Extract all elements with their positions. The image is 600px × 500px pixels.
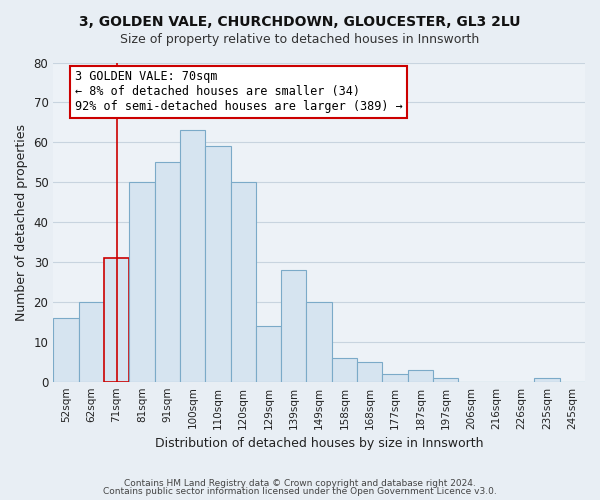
Bar [357, 362, 382, 382]
Bar [53, 318, 79, 382]
Bar [408, 370, 433, 382]
Bar [535, 378, 560, 382]
Bar [205, 146, 230, 382]
Bar [382, 374, 408, 382]
Text: Contains HM Land Registry data © Crown copyright and database right 2024.: Contains HM Land Registry data © Crown c… [124, 478, 476, 488]
Bar [79, 302, 104, 382]
Bar [332, 358, 357, 382]
Bar [307, 302, 332, 382]
Bar [281, 270, 307, 382]
X-axis label: Distribution of detached houses by size in Innsworth: Distribution of detached houses by size … [155, 437, 484, 450]
Bar [155, 162, 180, 382]
Bar [433, 378, 458, 382]
Text: 3, GOLDEN VALE, CHURCHDOWN, GLOUCESTER, GL3 2LU: 3, GOLDEN VALE, CHURCHDOWN, GLOUCESTER, … [79, 15, 521, 29]
Y-axis label: Number of detached properties: Number of detached properties [15, 124, 28, 320]
Bar [256, 326, 281, 382]
Text: Contains public sector information licensed under the Open Government Licence v3: Contains public sector information licen… [103, 487, 497, 496]
Bar [230, 182, 256, 382]
Bar [129, 182, 155, 382]
Text: Size of property relative to detached houses in Innsworth: Size of property relative to detached ho… [121, 32, 479, 46]
Text: 3 GOLDEN VALE: 70sqm
← 8% of detached houses are smaller (34)
92% of semi-detach: 3 GOLDEN VALE: 70sqm ← 8% of detached ho… [74, 70, 403, 114]
Bar [104, 258, 129, 382]
Bar [180, 130, 205, 382]
